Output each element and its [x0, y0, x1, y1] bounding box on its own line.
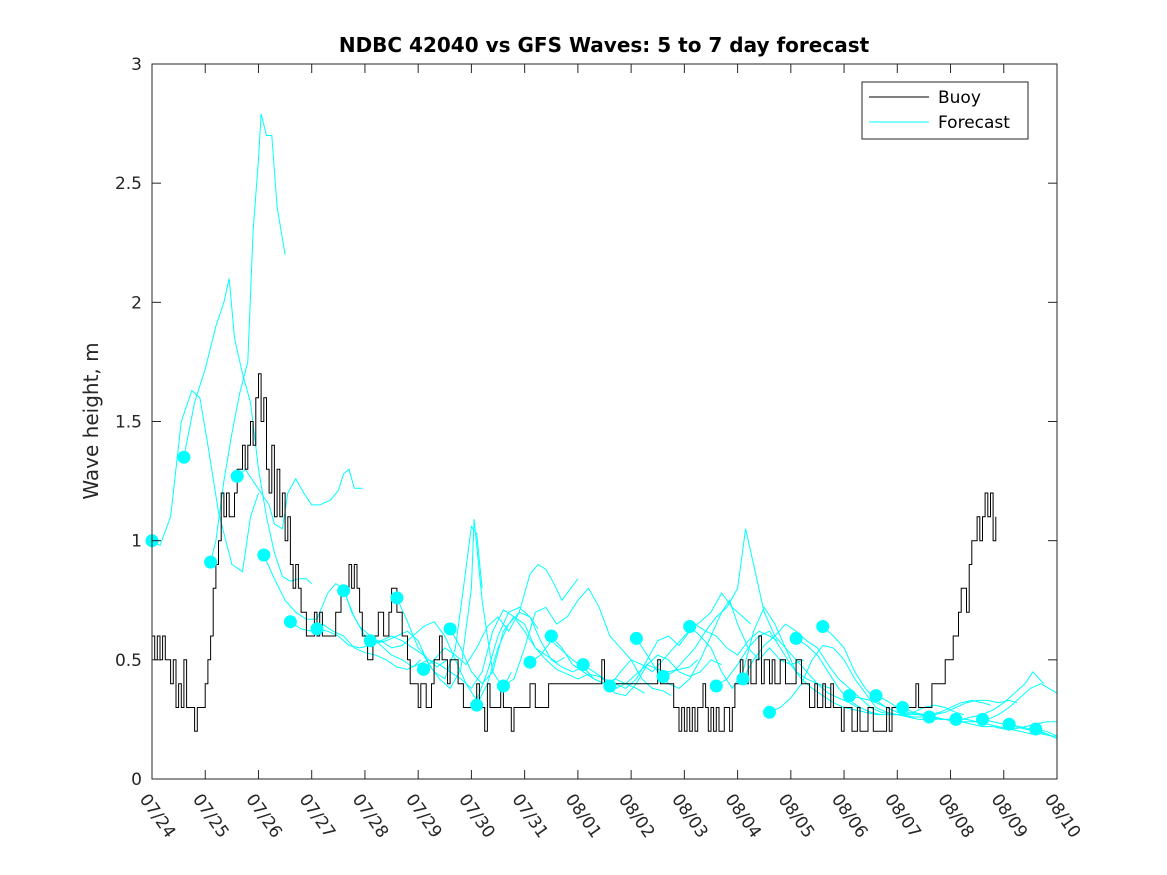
forecast-start-marker-6: [283, 615, 297, 629]
forecast-start-marker-12: [443, 622, 457, 636]
forecast-start-marker-9: [363, 634, 377, 648]
forecast-start-marker-34: [1029, 722, 1043, 736]
forecast-start-marker-4: [230, 469, 244, 483]
forecast-start-marker-24: [763, 705, 776, 719]
forecast-line-13: [476, 611, 645, 706]
forecast-line-12: [449, 616, 619, 689]
forecast-line-26: [822, 626, 991, 716]
y-tick-label-2: 1: [131, 532, 142, 552]
forecast-start-marker-17: [576, 658, 590, 672]
forecast-start-marker-25: [789, 631, 803, 645]
y-tick-label-6: 3: [131, 55, 142, 75]
forecast-start-marker-8: [337, 584, 351, 598]
y-tick-label-4: 2: [131, 293, 142, 313]
forecast-start-marker-31: [949, 712, 963, 726]
y-tick-label-0: 0: [131, 770, 142, 790]
forecast-start-marker-27: [842, 689, 856, 703]
y-tick-label-3: 1.5: [115, 413, 142, 433]
forecast-start-marker-26: [816, 620, 830, 633]
forecast-line-10: [396, 597, 565, 690]
forecast-line-23: [742, 623, 911, 718]
forecast-start-marker-5: [257, 548, 271, 562]
forecast-start-marker-23: [736, 672, 750, 686]
forecast-start-marker-19: [629, 631, 643, 645]
forecast-start-marker-11: [417, 662, 430, 676]
forecast-start-marker-14: [496, 679, 510, 693]
forecast-start-marker-28: [869, 689, 883, 703]
legend: Buoy Forecast: [861, 81, 1029, 140]
forecast-start-marker-18: [603, 679, 617, 693]
forecast-line-24: [769, 644, 938, 720]
forecast-line-11: [423, 563, 579, 670]
buoy-line: [152, 373, 997, 732]
forecast-start-marker-29: [896, 701, 910, 714]
y-tick-label-5: 2.5: [115, 174, 142, 194]
forecast-start-marker-20: [656, 670, 670, 683]
forecast-line-3: [210, 113, 286, 563]
chart-title: NDBC 42040 vs GFS Waves: 5 to 7 day fore…: [339, 33, 870, 57]
forecast-start-marker-7: [310, 622, 324, 636]
forecast-start-marker-16: [544, 629, 558, 643]
forecast-line-14: [503, 587, 672, 697]
forecast-line-20: [662, 528, 831, 689]
forecast-start-marker-21: [683, 620, 697, 633]
legend-box: [861, 81, 1029, 140]
y-tick-label-1: 0.5: [115, 651, 142, 671]
forecast-line-21: [689, 606, 858, 708]
forecast-line-1: [151, 389, 259, 573]
forecast-start-marker-10: [390, 591, 404, 605]
legend-label-buoy: Buoy: [938, 88, 981, 108]
forecast-start-marker-30: [922, 710, 936, 724]
forecast-start-marker-22: [709, 679, 723, 693]
y-axis-label: Wave height, m: [79, 342, 103, 499]
forecast-start-marker-32: [976, 712, 989, 726]
forecast-line-25: [795, 637, 964, 716]
series-layer: [145, 113, 1058, 739]
legend-label-forecast: Forecast: [938, 113, 1010, 133]
forecast-start-marker-15: [523, 655, 537, 669]
forecast-start-marker-2: [177, 450, 191, 464]
forecast-start-marker-33: [1002, 717, 1016, 731]
forecast-start-marker-3: [204, 555, 218, 569]
forecast-line-4: [236, 468, 363, 530]
forecast-start-marker-13: [470, 698, 484, 712]
